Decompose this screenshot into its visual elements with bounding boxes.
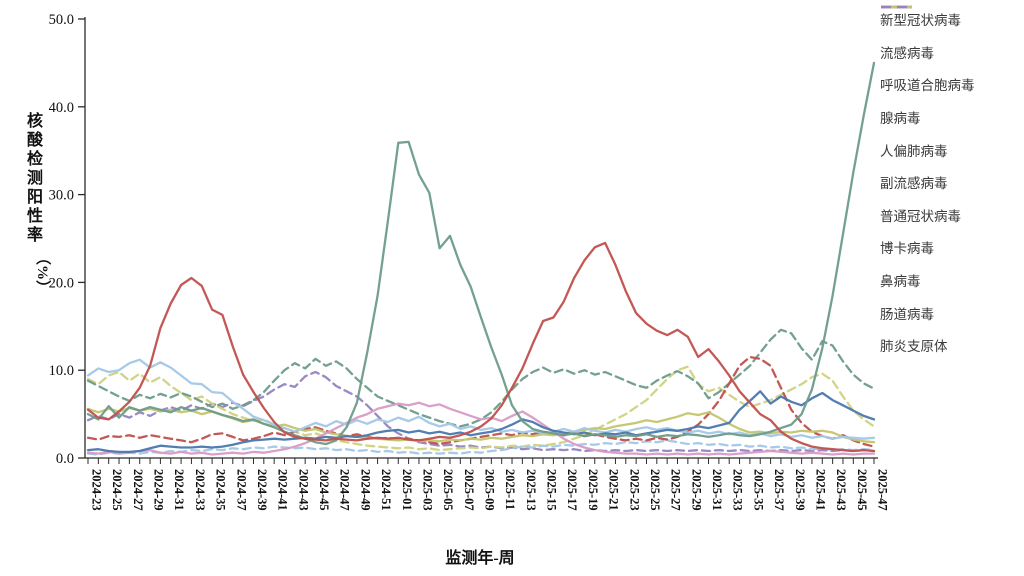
x-tick-label: 2024-37 — [234, 469, 248, 511]
legend-label: 副流感病毒 — [880, 176, 948, 192]
x-tick-label: 2024-45 — [317, 469, 331, 511]
x-tick-label: 2025-27 — [669, 469, 683, 511]
legend-item-流感病毒: 流感病毒 — [880, 5, 1024, 69]
y-tick-label: 40.0 — [49, 100, 74, 116]
y-tick-label: 20.0 — [49, 275, 74, 291]
x-tick-label: 2025-37 — [772, 469, 786, 511]
series-line-肠道病毒 — [86, 365, 876, 452]
x-tick-label: 2025-19 — [586, 469, 600, 511]
x-tick-label: 2025-35 — [751, 469, 765, 511]
x-tick-label: 2025-41 — [813, 469, 827, 511]
x-tick-label: 2024-31 — [172, 469, 186, 511]
chart-legend: 新型冠状病毒 流感病毒呼吸道合胞病毒 腺病毒人偏肺病毒副流感病毒普通冠状病毒 博卡病毒… — [880, 3, 1024, 362]
series-line-博卡病毒 — [86, 439, 876, 456]
x-tick-label: 2024-49 — [358, 469, 372, 511]
x-tick-label: 2024-39 — [255, 469, 269, 511]
x-tick-label: 2025-31 — [710, 469, 724, 511]
x-tick-label: 2025-09 — [483, 469, 497, 511]
x-tick-label: 2025-21 — [607, 469, 621, 511]
x-tick-label: 2025-11 — [503, 469, 517, 510]
legend-label: 腺病毒 — [880, 111, 921, 127]
x-tick-label: 2025-13 — [524, 469, 538, 511]
y-tick-label: 30.0 — [49, 188, 74, 204]
x-tick-label: 2024-35 — [214, 469, 228, 511]
x-tick-label: 2025-17 — [565, 469, 579, 511]
y-tick-label: 50.0 — [49, 12, 74, 28]
series-line-新型冠状病毒 — [86, 241, 876, 453]
legend-label: 肠道病毒 — [880, 306, 934, 322]
x-tick-label: 2025-47 — [876, 469, 890, 511]
legend-label: 肺炎支原体 — [880, 339, 948, 355]
legend-item-副流感病毒: 副流感病毒 — [880, 5, 1024, 199]
series-line-腺病毒 — [86, 358, 876, 440]
legend-item-普通冠状病毒: 普通冠状病毒 — [880, 5, 1024, 232]
x-tick-label: 2025-25 — [648, 469, 662, 511]
x-tick-label: 2025-29 — [689, 469, 703, 511]
x-tick-label: 2025-01 — [400, 469, 414, 511]
legend-item-肺炎支原体: 肺炎支原体 — [880, 5, 1024, 362]
x-tick-label: 2024-51 — [379, 469, 393, 511]
legend-label: 普通冠状病毒 — [880, 208, 961, 224]
y-tick-label: 0.0 — [56, 451, 74, 467]
x-tick-label: 2025-05 — [441, 469, 455, 511]
x-tick-label: 2025-39 — [793, 469, 807, 511]
legend-label: 人偏肺病毒 — [880, 143, 948, 159]
x-tick-label: 2025-23 — [627, 469, 641, 511]
x-tick-label: 2024-33 — [193, 469, 207, 511]
legend-item-呼吸道合胞病毒: 呼吸道合胞病毒 — [880, 5, 1024, 101]
legend-item-博卡病毒: 博卡病毒 — [880, 5, 1024, 264]
legend-item-腺病毒: 腺病毒 — [880, 5, 1024, 134]
y-tick-label: 10.0 — [49, 363, 74, 379]
y-axis-unit: （%） — [34, 249, 51, 296]
x-tick-label: 2024-27 — [131, 469, 145, 511]
legend-label: 新型冠状病毒 — [880, 13, 961, 29]
x-tick-label: 2024-29 — [152, 469, 166, 511]
series-line-流感病毒 — [86, 61, 876, 446]
x-tick-label: 2024-41 — [276, 469, 290, 511]
legend-label: 鼻病毒 — [880, 274, 921, 290]
y-axis-title: 核酸检测阳性率 — [24, 112, 41, 245]
x-tick-label: 2024-43 — [296, 469, 310, 511]
series-line-普通冠状病毒 — [86, 355, 876, 448]
legend-label: 流感病毒 — [880, 45, 934, 61]
legend-item-肠道病毒: 肠道病毒 — [880, 5, 1024, 329]
x-tick-label: 2025-03 — [420, 469, 434, 511]
x-tick-label: 2024-25 — [110, 469, 124, 511]
x-tick-label: 2025-45 — [855, 469, 869, 511]
x-tick-label: 2024-47 — [338, 469, 352, 511]
series-line-人偏肺病毒 — [86, 401, 876, 456]
x-axis-title: 监测年-周 — [445, 550, 515, 567]
x-tick-label: 2024-23 — [90, 469, 104, 511]
x-tick-label: 2025-07 — [462, 469, 476, 511]
series-line-呼吸道合胞病毒 — [86, 390, 876, 454]
legend-label: 博卡病毒 — [880, 241, 934, 257]
legend-item-人偏肺病毒: 人偏肺病毒 — [880, 5, 1024, 166]
x-tick-label: 2025-33 — [731, 469, 745, 511]
x-tick-label: 2025-15 — [545, 469, 559, 511]
legend-item-鼻病毒: 鼻病毒 — [880, 5, 1024, 297]
legend-label: 呼吸道合胞病毒 — [880, 78, 975, 94]
legend-swatch-肺炎支原体 — [881, 5, 912, 9]
x-tick-label: 2025-43 — [834, 469, 848, 511]
